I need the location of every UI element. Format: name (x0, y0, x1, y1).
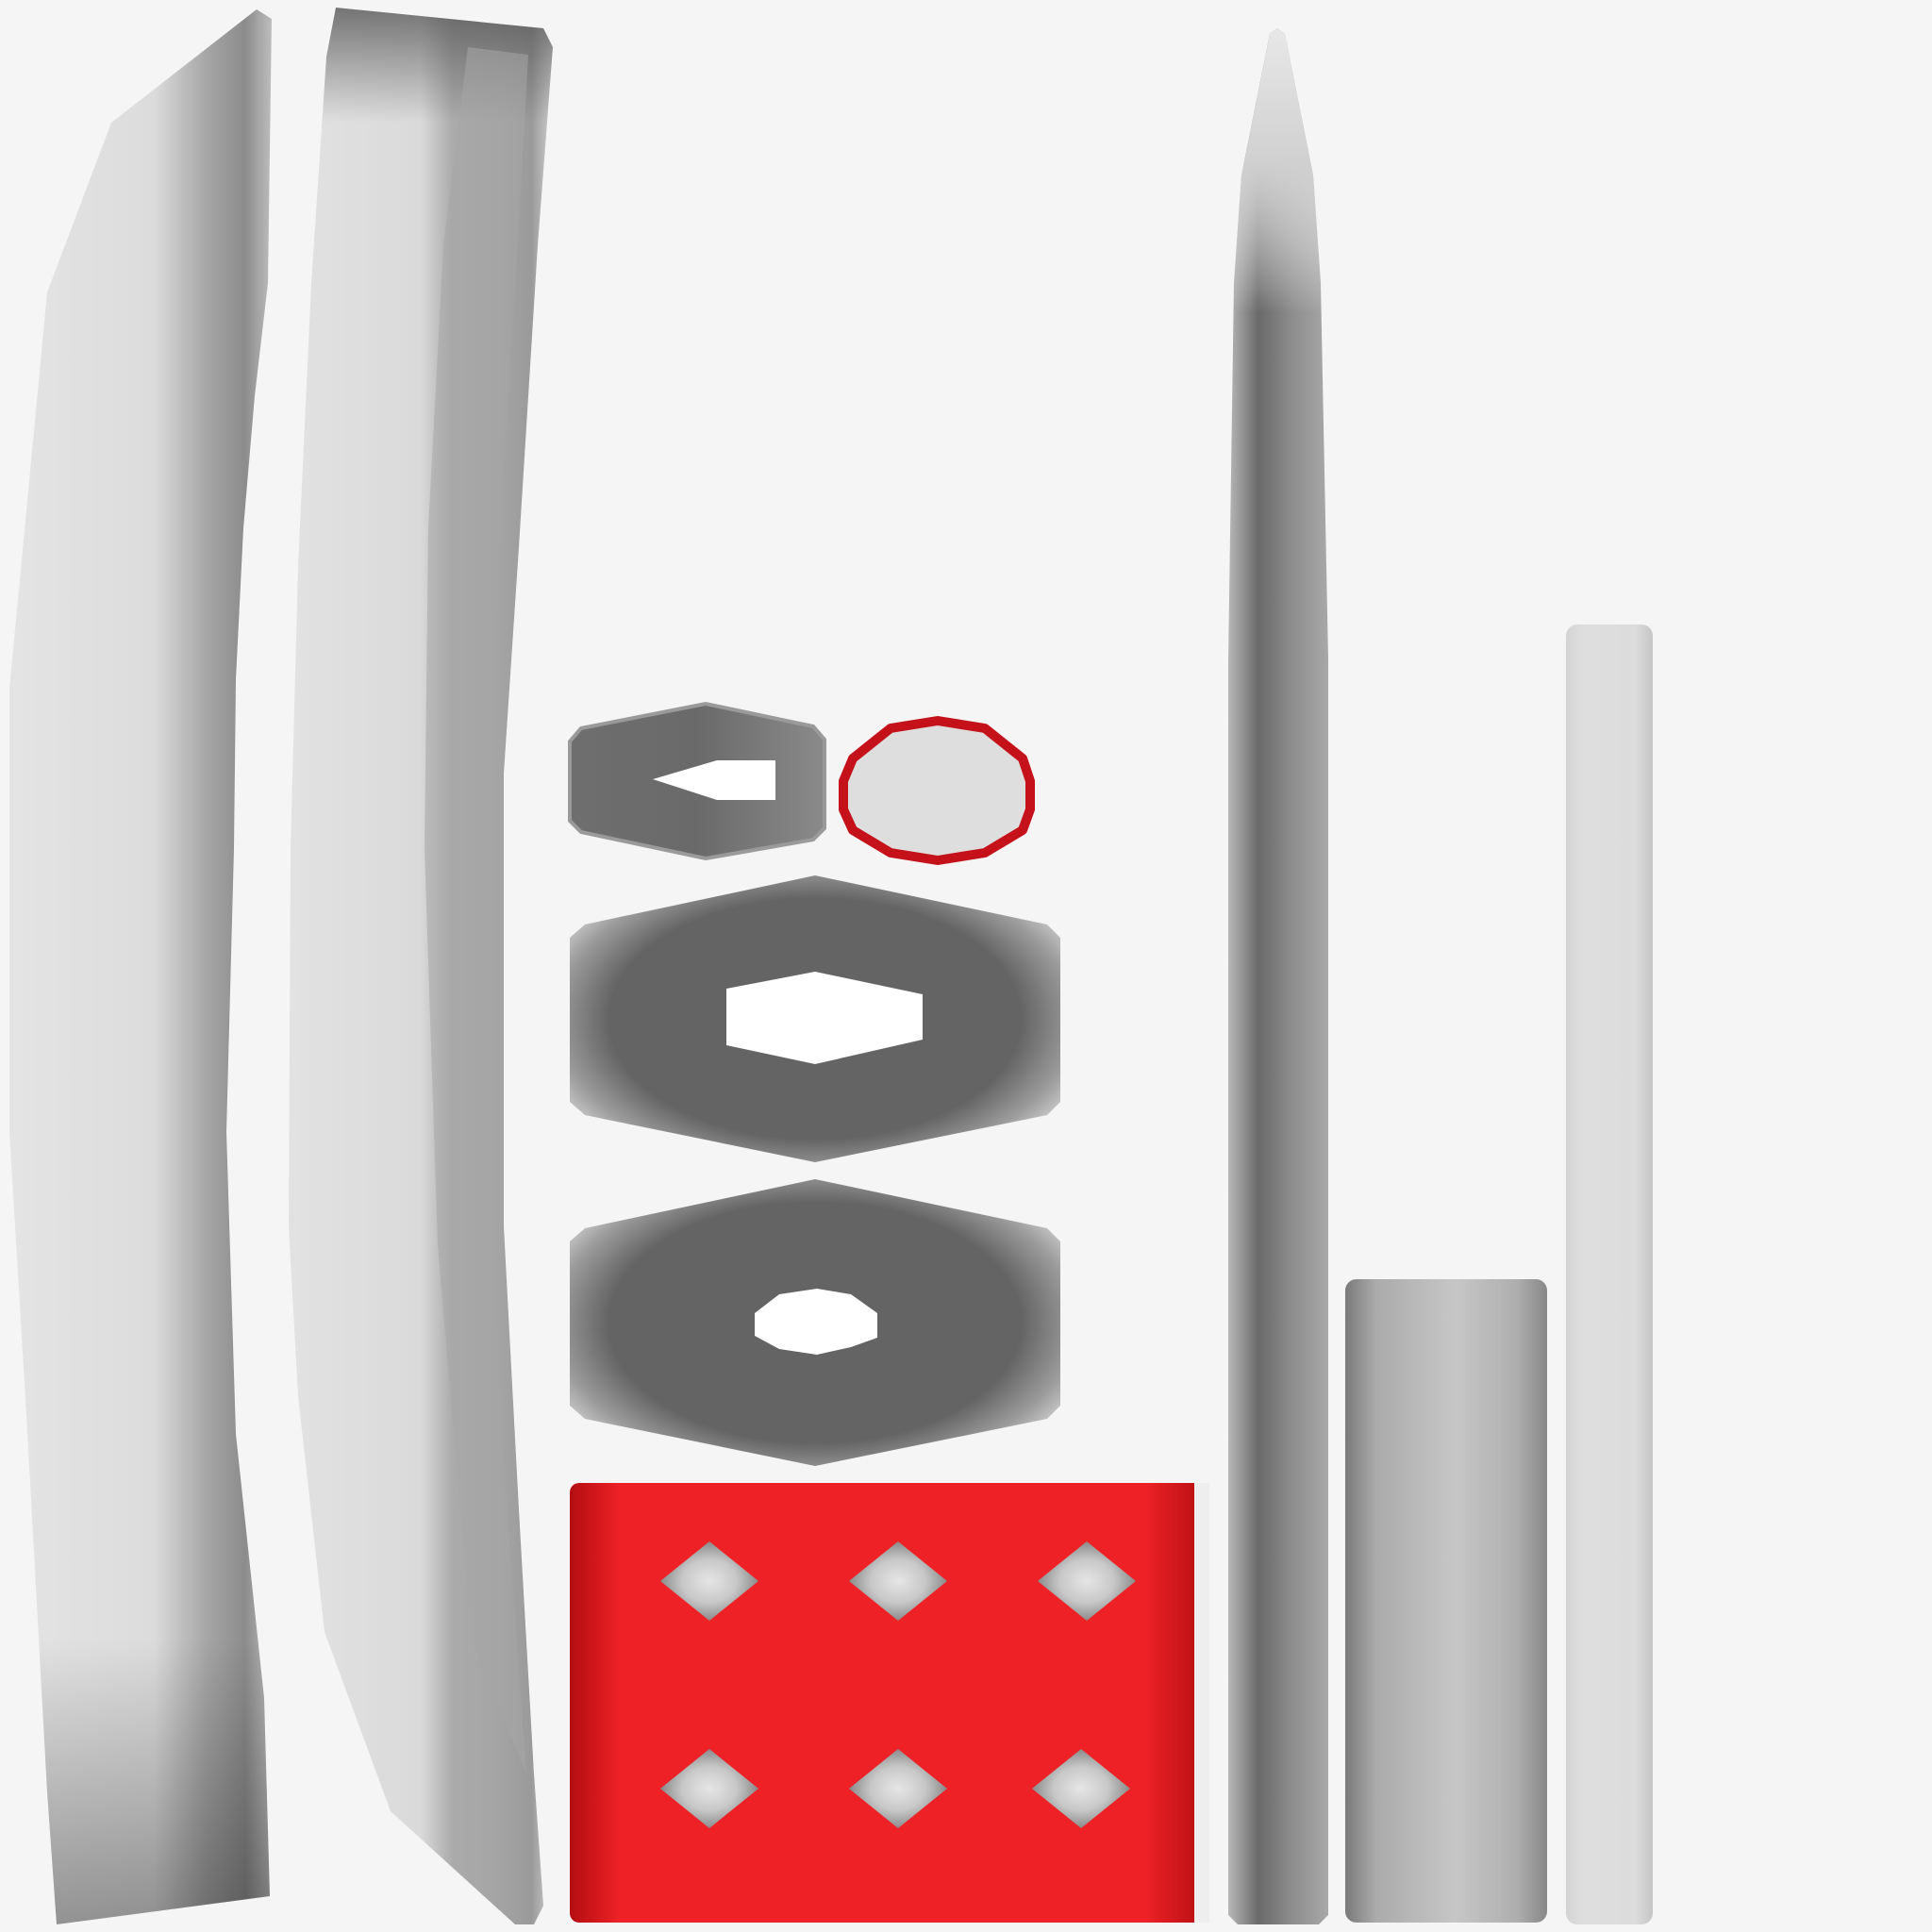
tall-spike-blade (1228, 28, 1328, 1924)
diamond-cutout (1032, 1749, 1130, 1828)
large-hexagon-hex-hole (570, 875, 1060, 1162)
small-hexagon-tile (568, 701, 826, 861)
gray-rectangle-block (1345, 1279, 1547, 1923)
diamond-cutout (1038, 1541, 1136, 1621)
diamond-cutout (660, 1541, 758, 1621)
left-curved-strip (9, 9, 272, 1924)
large-hexagon-octagon-hole (570, 1179, 1060, 1466)
octagon-hole (755, 1289, 877, 1355)
diamond-cutout (660, 1749, 758, 1828)
small-hexagon-hole (653, 760, 775, 800)
hexagon-hole (726, 972, 923, 1064)
red-rim-octagon (839, 716, 1035, 865)
second-curved-strip (289, 8, 553, 1924)
diamond-cutout (849, 1749, 947, 1828)
red-panel-with-diamond-cutouts (570, 1483, 1209, 1923)
diamond-cutout (849, 1541, 947, 1621)
thin-light-rod (1566, 625, 1653, 1924)
